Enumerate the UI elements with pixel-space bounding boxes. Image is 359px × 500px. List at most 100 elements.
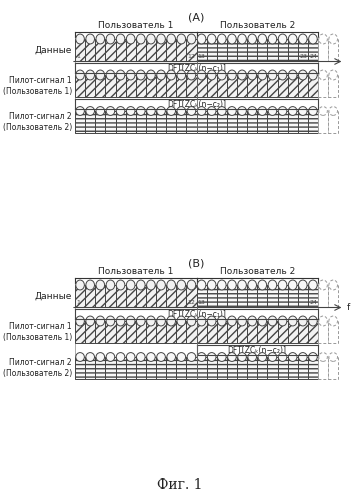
Ellipse shape bbox=[228, 280, 236, 290]
Ellipse shape bbox=[157, 352, 165, 362]
Ellipse shape bbox=[319, 106, 327, 116]
Ellipse shape bbox=[187, 280, 196, 290]
Ellipse shape bbox=[76, 70, 84, 80]
Ellipse shape bbox=[268, 280, 277, 290]
Ellipse shape bbox=[96, 106, 104, 116]
Bar bbox=[328, 111, 338, 133]
Ellipse shape bbox=[208, 34, 216, 44]
Ellipse shape bbox=[116, 280, 125, 290]
Ellipse shape bbox=[288, 316, 297, 326]
Ellipse shape bbox=[197, 106, 206, 116]
Text: DFT[ZCₖ(n−c₂)]: DFT[ZCₖ(n−c₂)] bbox=[167, 100, 226, 108]
Bar bbox=[207, 39, 217, 61]
Ellipse shape bbox=[96, 316, 104, 326]
Ellipse shape bbox=[299, 352, 307, 362]
Text: Пользователь 1: Пользователь 1 bbox=[98, 267, 173, 276]
Ellipse shape bbox=[218, 70, 226, 80]
Ellipse shape bbox=[238, 316, 246, 326]
Ellipse shape bbox=[146, 280, 155, 290]
Bar bbox=[308, 111, 318, 133]
Text: Пилот-сигнал 1
(Пользователь 1): Пилот-сигнал 1 (Пользователь 1) bbox=[3, 76, 72, 96]
Bar bbox=[95, 39, 106, 61]
Bar bbox=[146, 111, 156, 133]
Ellipse shape bbox=[106, 106, 115, 116]
Bar bbox=[298, 285, 308, 307]
Ellipse shape bbox=[309, 34, 317, 44]
Ellipse shape bbox=[116, 316, 125, 326]
Ellipse shape bbox=[177, 106, 186, 116]
Bar bbox=[237, 39, 247, 61]
Ellipse shape bbox=[106, 70, 115, 80]
Bar bbox=[196, 321, 207, 343]
Ellipse shape bbox=[136, 316, 145, 326]
Bar bbox=[278, 357, 288, 379]
Bar bbox=[166, 357, 176, 379]
Ellipse shape bbox=[268, 106, 277, 116]
Ellipse shape bbox=[319, 316, 327, 326]
Text: 1: 1 bbox=[76, 300, 80, 306]
Ellipse shape bbox=[187, 316, 196, 326]
Bar bbox=[207, 321, 217, 343]
Ellipse shape bbox=[329, 352, 337, 362]
Ellipse shape bbox=[86, 34, 94, 44]
Bar bbox=[257, 357, 267, 379]
Bar bbox=[116, 75, 126, 97]
Bar bbox=[247, 321, 257, 343]
Bar bbox=[288, 321, 298, 343]
Text: Пользователь 2: Пользователь 2 bbox=[220, 21, 295, 30]
Bar bbox=[85, 39, 95, 61]
Bar bbox=[217, 357, 227, 379]
Ellipse shape bbox=[278, 352, 287, 362]
Ellipse shape bbox=[299, 34, 307, 44]
Ellipse shape bbox=[136, 280, 145, 290]
Ellipse shape bbox=[157, 70, 165, 80]
Bar bbox=[166, 285, 176, 307]
Bar bbox=[267, 111, 278, 133]
Ellipse shape bbox=[86, 70, 94, 80]
Text: DFT[ZCₖ(n−c₁)]: DFT[ZCₖ(n−c₁)] bbox=[167, 64, 226, 72]
Ellipse shape bbox=[218, 280, 226, 290]
Ellipse shape bbox=[288, 70, 297, 80]
Ellipse shape bbox=[177, 280, 186, 290]
Bar bbox=[166, 39, 176, 61]
Ellipse shape bbox=[258, 34, 267, 44]
Bar bbox=[176, 357, 186, 379]
Text: DFT[ZCₖ(n−c₁)]: DFT[ZCₖ(n−c₁)] bbox=[167, 310, 226, 318]
Bar bbox=[146, 285, 156, 307]
Bar bbox=[227, 111, 237, 133]
Bar bbox=[267, 285, 278, 307]
Bar bbox=[85, 111, 95, 133]
Bar bbox=[247, 39, 257, 61]
Bar bbox=[298, 357, 308, 379]
Bar bbox=[136, 75, 146, 97]
Ellipse shape bbox=[76, 34, 84, 44]
Bar bbox=[85, 357, 95, 379]
Bar bbox=[308, 321, 318, 343]
Bar bbox=[116, 357, 126, 379]
Bar bbox=[257, 285, 267, 307]
Ellipse shape bbox=[238, 70, 246, 80]
Bar bbox=[106, 285, 116, 307]
Bar bbox=[106, 357, 116, 379]
Ellipse shape bbox=[126, 280, 135, 290]
Bar bbox=[196, 75, 207, 97]
Bar bbox=[75, 75, 85, 97]
Bar bbox=[298, 75, 308, 97]
Bar bbox=[186, 321, 196, 343]
Ellipse shape bbox=[238, 34, 246, 44]
Ellipse shape bbox=[197, 352, 206, 362]
Bar bbox=[207, 357, 217, 379]
Ellipse shape bbox=[167, 316, 176, 326]
Bar bbox=[227, 321, 237, 343]
Ellipse shape bbox=[76, 316, 84, 326]
Ellipse shape bbox=[167, 352, 176, 362]
Bar bbox=[318, 285, 328, 307]
Bar bbox=[267, 357, 278, 379]
Ellipse shape bbox=[329, 34, 337, 44]
Bar bbox=[308, 285, 318, 307]
Ellipse shape bbox=[86, 280, 94, 290]
Ellipse shape bbox=[258, 106, 267, 116]
Ellipse shape bbox=[268, 316, 277, 326]
Ellipse shape bbox=[248, 352, 256, 362]
Text: 12: 12 bbox=[188, 300, 196, 306]
